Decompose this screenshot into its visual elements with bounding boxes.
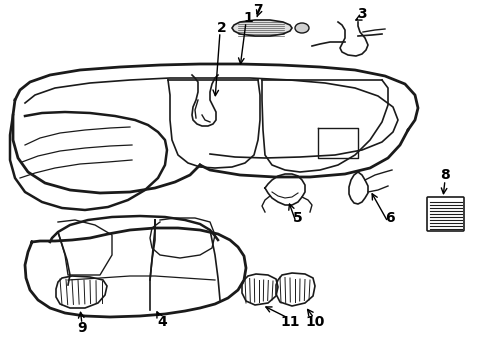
Text: 10: 10 <box>305 315 325 329</box>
Polygon shape <box>232 20 292 36</box>
Text: 7: 7 <box>253 3 263 17</box>
Text: 5: 5 <box>293 211 303 225</box>
Text: 6: 6 <box>385 211 395 225</box>
Text: 2: 2 <box>217 21 227 35</box>
Text: 4: 4 <box>157 315 167 329</box>
Text: 9: 9 <box>77 321 87 335</box>
Text: 11: 11 <box>280 315 300 329</box>
Text: 1: 1 <box>243 11 253 25</box>
Text: 3: 3 <box>357 7 367 21</box>
Text: 8: 8 <box>440 168 450 182</box>
Ellipse shape <box>295 23 309 33</box>
